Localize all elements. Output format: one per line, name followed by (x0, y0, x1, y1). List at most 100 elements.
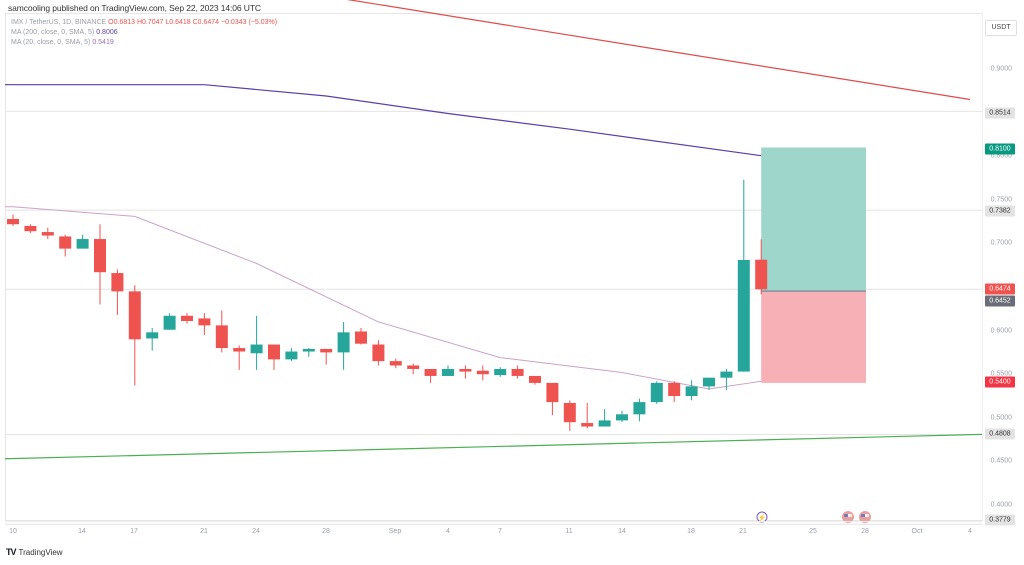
time-tick: 21 (739, 528, 747, 535)
price-tick: 0.5500 (990, 370, 1012, 378)
ma20-label: MA (20, close, 0, SMA, 5) (11, 39, 91, 46)
candle-up (442, 368, 454, 376)
price-tick: 0.7000 (990, 239, 1012, 247)
price-tick: 0.8000 (990, 152, 1012, 160)
price-tick: 0.4000 (990, 501, 1012, 509)
target-price-label: 0.8100 (985, 143, 1015, 155)
ma200-label: MA (200, close, 0, SMA, 5) (11, 29, 95, 36)
candle-down (320, 348, 333, 353)
lightning-glyph: ⚡ (758, 513, 767, 522)
price-tick: 0.5000 (990, 414, 1012, 422)
candle-down (41, 232, 54, 236)
symbol-label: IMX / TetherUS, 1D, BINANCE (11, 19, 107, 26)
candle-up (650, 382, 663, 403)
chart-pane[interactable] (5, 13, 982, 521)
time-tick: 11 (565, 528, 573, 535)
time-tick: 14 (618, 528, 626, 535)
candle-up (633, 402, 646, 415)
earnings-event-icon (756, 511, 768, 523)
candle-down (24, 225, 37, 232)
chart-legend: IMX / TetherUS, 1D, BINANCE O0.6813 H0.7… (11, 18, 277, 48)
flag-canton (861, 514, 865, 517)
price-tick: 0.4500 (990, 457, 1012, 465)
candle-up (146, 332, 159, 339)
entry-price-label: 0.6452 (985, 295, 1015, 307)
target-zone (761, 147, 866, 292)
ohlc-values: O0.6813 H0.7047 L0.6418 C0.6474 −0.0343 … (108, 19, 278, 26)
time-axis[interactable]: 10 14 17 21 24 28 Sep 4 7 11 14 18 21 25… (5, 521, 982, 542)
price-axis[interactable] (982, 13, 1024, 521)
candle-down (181, 315, 193, 322)
candle-down (424, 368, 437, 376)
time-tick: 14 (78, 528, 86, 535)
time-tick: 18 (687, 528, 695, 535)
time-tick: 25 (809, 528, 817, 535)
candle-down (59, 236, 72, 249)
time-tick: 21 (200, 528, 208, 535)
publisher-line: samcooling published on TradingView.com,… (8, 3, 261, 13)
tradingview-logo-icon: TV (6, 547, 16, 557)
candle-up (337, 332, 350, 353)
currency-button[interactable]: USDT (985, 20, 1017, 36)
candle-up (720, 371, 733, 378)
tradingview-brand[interactable]: TV TradingView (6, 547, 63, 557)
candle-down (111, 273, 124, 292)
level-label-0-4808: 0.4808 (985, 428, 1015, 440)
candle-down (372, 344, 385, 362)
candle-up (685, 386, 698, 396)
level-label-0-3779: 0.3779 (985, 514, 1015, 526)
candle-down (581, 423, 594, 427)
stop-price-label: 0.5400 (985, 376, 1015, 388)
candle-down (459, 368, 472, 372)
candle-up (703, 377, 715, 387)
time-tick: Sep (388, 528, 402, 535)
time-tick: 24 (252, 528, 260, 535)
support-trendline (4, 433, 983, 460)
flag-canton (844, 514, 848, 517)
ma20-line (4, 206, 762, 390)
time-tick: 28 (861, 528, 869, 535)
candle-down (563, 402, 576, 423)
level-label-0-8514: 0.8514 (985, 107, 1015, 119)
candle-up (616, 414, 628, 421)
candle-down (755, 259, 768, 290)
stop-zone (761, 291, 866, 383)
candle-down (94, 239, 106, 273)
symbol-row[interactable]: IMX / TetherUS, 1D, BINANCE O0.6813 H0.7… (11, 18, 277, 28)
candle-down (511, 368, 524, 376)
candle-down (407, 365, 420, 369)
candle-up (285, 351, 298, 360)
candle-down (529, 375, 541, 383)
candle-up (737, 259, 750, 372)
price-tick: 0.6000 (990, 327, 1012, 335)
last-price-label: 0.6474 (985, 283, 1015, 295)
resistance-trendline (346, 0, 971, 101)
candle-down (233, 348, 246, 352)
ma200-row[interactable]: MA (200, close, 0, SMA, 5) 0.8006 (11, 28, 277, 38)
candle-up (163, 315, 176, 330)
ma200-line (4, 84, 762, 157)
candle-up (598, 420, 611, 427)
candle-down (198, 318, 211, 326)
candle-up (76, 239, 89, 249)
price-tick: 0.9000 (990, 65, 1012, 73)
candle-down (546, 382, 559, 403)
time-tick: 4 (968, 528, 972, 535)
candle-up (250, 344, 263, 354)
time-tick: 28 (322, 528, 330, 535)
candle-down (268, 344, 280, 360)
candle-down (215, 325, 228, 349)
ma20-value: 0.5419 (92, 39, 114, 46)
ma20-row[interactable]: MA (20, close, 0, SMA, 5) 0.5419 (11, 38, 277, 48)
candle-down (389, 361, 402, 366)
time-tick: 4 (446, 528, 450, 535)
candle-down (128, 291, 141, 340)
price-tick: 0.7500 (990, 196, 1012, 204)
time-tick: 17 (130, 528, 138, 535)
ma200-value: 0.8006 (96, 29, 118, 36)
candle-down (668, 382, 681, 396)
candle-down (476, 370, 489, 375)
candle-up (494, 368, 507, 376)
candle-down (355, 331, 367, 344)
